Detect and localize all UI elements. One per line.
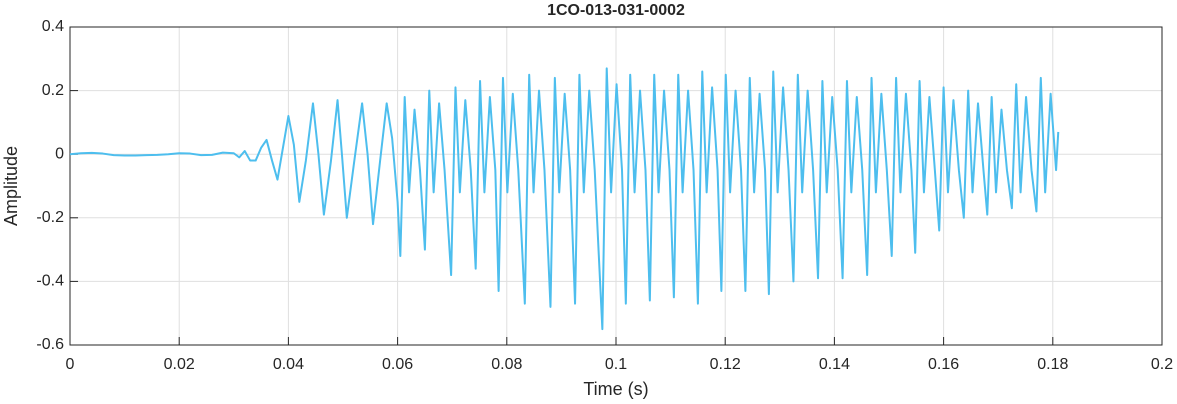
- plot-frame: [69, 26, 1163, 346]
- x-tick-label: 0.1: [605, 356, 627, 373]
- x-tick-label: 0.08: [491, 356, 522, 373]
- y-tick-label: -0.4: [36, 273, 64, 290]
- x-tick-label: 0: [66, 356, 75, 373]
- x-tick-label: 0.06: [382, 356, 413, 373]
- y-tick-label: -0.2: [36, 209, 64, 226]
- y-tick-label: 0: [55, 145, 64, 162]
- x-tick-label: 0.2: [1151, 356, 1173, 373]
- x-tick-label: 0.12: [710, 356, 741, 373]
- waveform-line: [69, 67, 1060, 331]
- x-tick-label: 0.16: [928, 356, 959, 373]
- x-axis-label: Time (s): [583, 379, 648, 399]
- x-tick-label: 0.14: [819, 356, 850, 373]
- y-tick-label: 0.4: [42, 18, 64, 35]
- x-tick-label: 0.02: [164, 356, 195, 373]
- y-axis-label: Amplitude: [1, 146, 21, 226]
- chart-title: 1CO-013-031-0002: [547, 2, 685, 19]
- x-tick-label: 0.04: [273, 356, 304, 373]
- x-tick-label: 0.18: [1037, 356, 1068, 373]
- y-tick-label: 0.2: [42, 82, 64, 99]
- y-tick-label: -0.6: [36, 336, 64, 353]
